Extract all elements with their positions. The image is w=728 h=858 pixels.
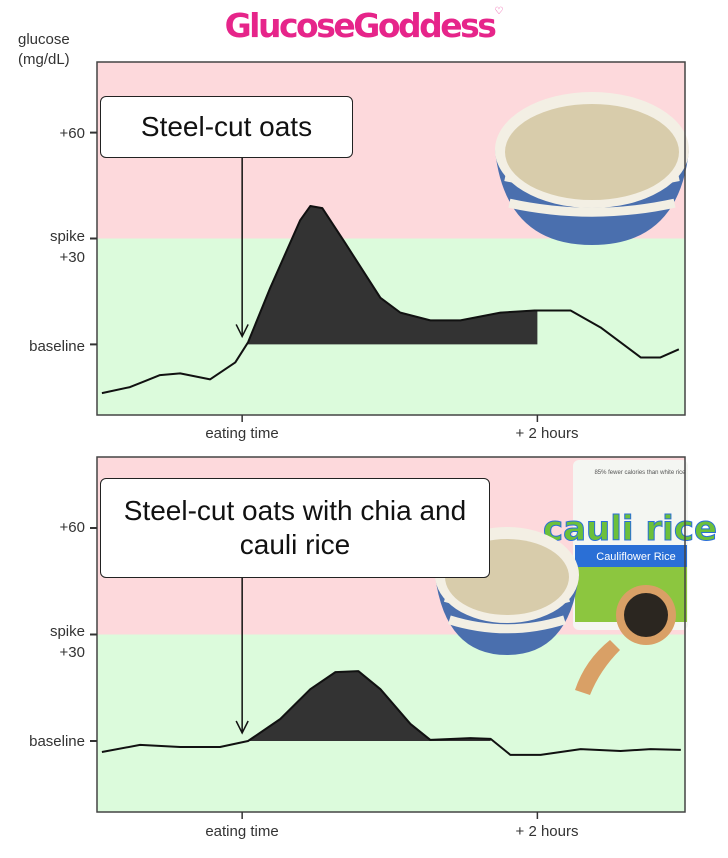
tick-label-plus60: +60 [59,125,85,142]
chia-spoon-image [575,585,676,695]
annotation-callout: Steel-cut oats with chia and cauli rice [100,478,490,578]
x-tick-2-hours: + 2 hours [515,823,579,840]
tick-label-plus30: +30 [59,249,85,266]
annotation-callout: Steel-cut oats [100,96,353,158]
package-brand: cauli rice [543,509,717,549]
chart-1 [90,61,689,422]
logo-text: GlucoseGoddess [224,6,497,45]
package-sub: Cauliflower Rice [596,551,675,563]
heart-icon: ♡ [494,6,504,17]
tick-label-baseline: baseline [29,733,85,750]
package-band [575,545,687,567]
tick-label-spike: spike [49,623,85,640]
oatmeal-bowl-image [495,92,689,245]
tick-label-plus30: +30 [59,644,85,661]
tick-label-baseline: baseline [29,338,85,355]
oatmeal [505,104,679,200]
x-tick-2-hours: + 2 hours [515,425,579,442]
arrow-head-icon [235,324,249,339]
glucose-spike-area [248,206,538,345]
tick-label-spike: spike [49,228,85,245]
y-axis-title-line1: glucose [18,31,70,48]
x-tick-eating-time: eating time [205,823,279,840]
tick-label-plus60: +60 [59,519,85,536]
y-axis-title: glucose (mg/dL) [18,30,70,70]
bowl-stripe [448,615,566,634]
x-tick-eating-time: eating time [205,425,279,442]
chia-seeds [624,593,668,637]
glucose-goddess-logo: GlucoseGoddess♡ [0,6,728,45]
spoon-handle [575,640,620,695]
glucose-curve [101,670,681,756]
package-tagline: 85% fewer calories than white rice [594,470,686,476]
bowl-stripe [508,198,676,217]
glucose-spike-area [248,671,491,741]
arrow-head-icon [235,720,249,735]
y-axis-unit: (mg/dL) [18,51,70,68]
